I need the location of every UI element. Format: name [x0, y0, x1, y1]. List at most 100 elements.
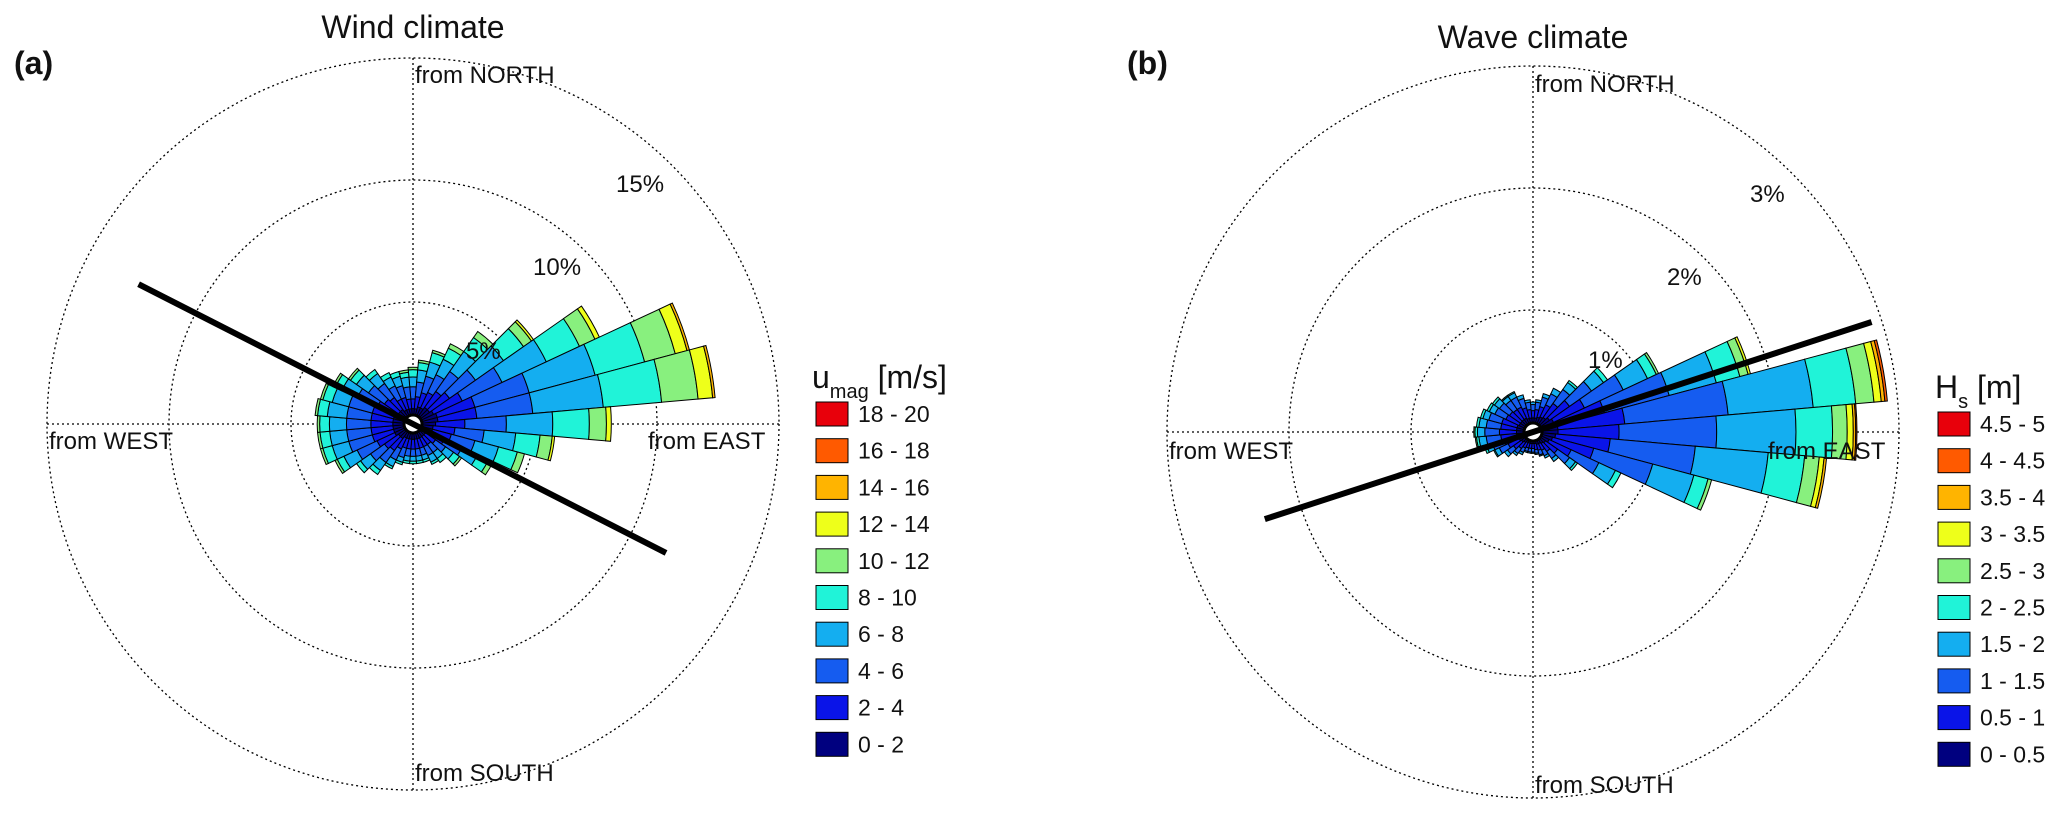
rose-segment [347, 367, 360, 381]
legend-title-unit: [m] [1968, 369, 2021, 405]
rose-segment [319, 415, 331, 433]
rose-segment [1529, 401, 1537, 406]
legend-title-main: H [1935, 369, 1958, 405]
direction-label-west: from WEST [1169, 438, 1293, 465]
legend-label: 0 - 2 [858, 731, 904, 757]
ring-label: 5% [466, 338, 501, 365]
legend-label: 0.5 - 1 [1980, 705, 2045, 731]
rose-segment [1479, 408, 1487, 420]
legend-swatch [1937, 741, 1971, 767]
rose-segment [408, 460, 418, 465]
rose-segment [328, 416, 348, 432]
rose-segment [547, 435, 556, 462]
rose-segment [1550, 454, 1560, 463]
legend-title-sub: s [1958, 391, 1968, 413]
legend-label: 16 - 18 [858, 438, 930, 464]
rose-segment [408, 376, 418, 388]
wave-rose-panel: (b) Wave climate from NORTH from SOUTH f… [1127, 19, 2045, 799]
legend-swatch [1937, 448, 1971, 474]
legend: Hs [m] 4.5 - 5 4 - 4.5 3.5 - 4 3 - 3.5 2.5 -… [1935, 369, 2045, 767]
direction-label-north: from NORTH [415, 62, 555, 89]
panel-label: (a) [14, 45, 53, 81]
legend-swatch [815, 731, 849, 757]
rose-segment [1491, 396, 1501, 406]
direction-label-north: from NORTH [1535, 71, 1675, 98]
legend-label: 14 - 16 [858, 474, 930, 500]
legend-swatch [815, 695, 849, 721]
legend-swatch [1937, 558, 1971, 584]
wind-rose-panel: (a) Wind climate from NORTH from SOUTH f… [14, 9, 947, 791]
rose-segment [409, 455, 417, 462]
ring-label: 3% [1750, 181, 1785, 208]
rose-segment [1853, 403, 1858, 461]
rose-segment [510, 451, 526, 474]
rose-sectors [314, 302, 716, 476]
legend-swatch [815, 511, 849, 537]
rose-segment [1538, 452, 1545, 457]
legend-swatch [815, 585, 849, 610]
rose-segment [551, 408, 590, 440]
rose-segment [1523, 399, 1531, 404]
legend-label: 4 - 4.5 [1980, 448, 2045, 474]
legend-swatch [1937, 411, 1971, 437]
rose-sectors [1473, 336, 1888, 511]
legend-label: 18 - 20 [858, 401, 930, 427]
rose-segment [1814, 456, 1828, 509]
rose-segment [407, 366, 419, 371]
legend-label: 0 - 0.5 [1980, 741, 2045, 767]
ring-label: 1% [1588, 347, 1623, 374]
legend-swatch [1937, 484, 1971, 510]
chart-title: Wind climate [321, 9, 504, 45]
legend-label: 4 - 6 [858, 658, 904, 684]
axis-line [137, 281, 668, 556]
legend-label: 1.5 - 2 [1980, 631, 2045, 657]
legend-label: 1 - 1.5 [1980, 668, 2045, 694]
rose-segment [605, 406, 612, 442]
rose-segment [365, 368, 379, 382]
rose-segment [430, 457, 440, 466]
legend-swatch [1937, 668, 1971, 694]
legend-swatch [1937, 595, 1971, 620]
legend-label: 12 - 14 [858, 511, 930, 537]
rose-segment [1516, 394, 1525, 402]
rose-segment [588, 406, 607, 442]
rose-segment [1873, 339, 1888, 402]
rose-segment [1696, 478, 1713, 511]
direction-label-east: from EAST [648, 428, 766, 455]
legend-label: 3.5 - 4 [1980, 484, 2045, 510]
legend-swatch [815, 438, 849, 464]
legend-swatch [815, 474, 849, 500]
legend-label: 2.5 - 3 [1980, 558, 2045, 584]
legend-swatch [1937, 705, 1971, 731]
rose-segment [1473, 426, 1476, 438]
rose-segment [1569, 461, 1579, 472]
legend-swatch [1937, 521, 1971, 547]
ring-label: 2% [1667, 264, 1702, 291]
rose-segment [1543, 452, 1551, 459]
legend-title: Hs [m] [1935, 369, 2021, 413]
rose-segment [702, 344, 716, 399]
rose-segment [402, 459, 411, 465]
legend-title: umag [m/s] [812, 359, 947, 403]
legend-title-unit: [m/s] [869, 359, 947, 395]
axis-line [1263, 319, 1873, 522]
legend-label: 10 - 12 [858, 548, 930, 574]
direction-label-west: from WEST [49, 428, 173, 455]
legend-label: 8 - 10 [858, 585, 917, 611]
legend-items: 4.5 - 5 4 - 4.5 3.5 - 4 3 - 3.5 2.5 - 3 2 - 2… [1937, 411, 2045, 767]
legend-title-main: u [812, 359, 830, 395]
legend-swatch [1937, 631, 1971, 657]
rose-segment [407, 369, 419, 378]
legend-label: 4.5 - 5 [1980, 411, 2045, 437]
rose-segment [1606, 469, 1622, 489]
legend-items: 18 - 20 16 - 18 14 - 16 12 - 14 10 - 12 8 - 1… [815, 401, 930, 757]
rose-segment [1476, 426, 1486, 438]
rose-segment [415, 459, 424, 465]
panel-label: (b) [1127, 45, 1168, 81]
rose-segment [1534, 452, 1540, 456]
chart-title: Wave climate [1438, 19, 1629, 55]
legend-swatch [815, 658, 849, 684]
rose-segment [1506, 390, 1516, 398]
